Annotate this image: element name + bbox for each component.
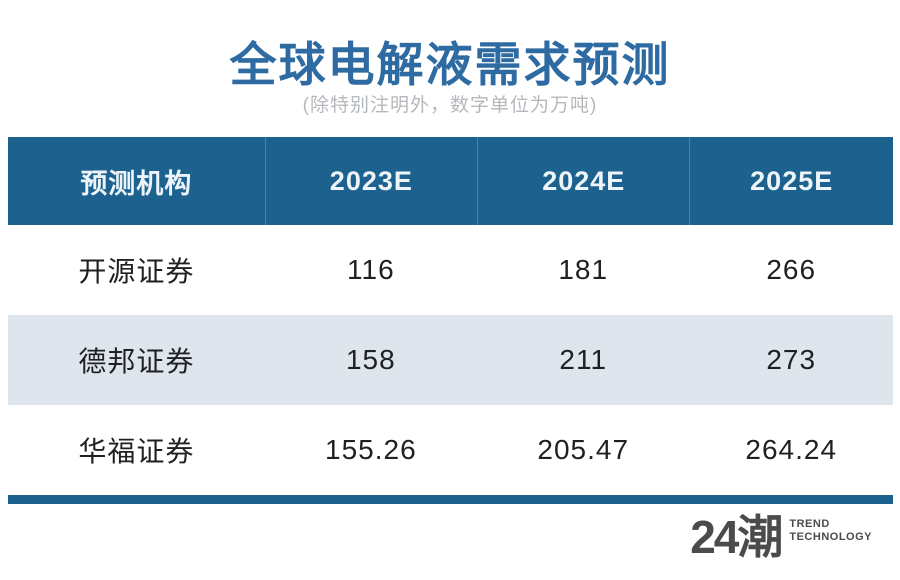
cell-institution: 华福证券 [78,436,195,467]
brand-tagline-line2: TECHNOLOGY [789,531,872,543]
cell-value-2025e: 266 [766,254,817,285]
table-header-row: 预测机构 2023E 2024E 2025E [8,137,893,225]
page-title: 全球电解液需求预测 [229,38,671,91]
header-cell-2023e: 2023E [264,137,477,225]
brand-logo-wordmark: 24潮 [690,511,783,563]
cell-institution: 开源证券 [78,256,195,287]
cell-value-2023e: 155.26 [325,434,417,465]
brand-logo: 24潮 TREND TECHNOLOGY [690,511,872,563]
table-row: 德邦证券 158 211 273 [8,315,893,405]
cell-value-2024e: 181 [558,254,609,285]
brand-tagline-line1: TREND [789,518,830,530]
table-row: 开源证券 116 181 266 [8,225,893,315]
page-subtitle: (除特别注明外，数字单位为万吨) [302,95,598,116]
header-cell-2024e: 2024E [477,137,689,225]
forecast-table: 预测机构 2023E 2024E 2025E 开源证券 116 181 266 … [8,137,893,504]
header-cell-institution: 预测机构 [80,168,193,199]
cell-value-2023e: 158 [345,344,396,375]
cell-value-2023e: 116 [347,254,395,285]
cell-value-2025e: 273 [766,344,817,375]
cell-institution: 德邦证券 [78,346,195,377]
table-bottom-accent-bar [8,495,893,504]
cell-value-2024e: 205.47 [537,434,630,465]
header-cell-2025e: 2025E [689,137,893,225]
cell-value-2024e: 211 [559,344,608,375]
table-row: 华福证券 155.26 205.47 264.24 [8,405,893,495]
cell-value-2025e: 264.24 [745,434,838,465]
brand-logo-tagline: TREND TECHNOLOGY [789,511,872,544]
